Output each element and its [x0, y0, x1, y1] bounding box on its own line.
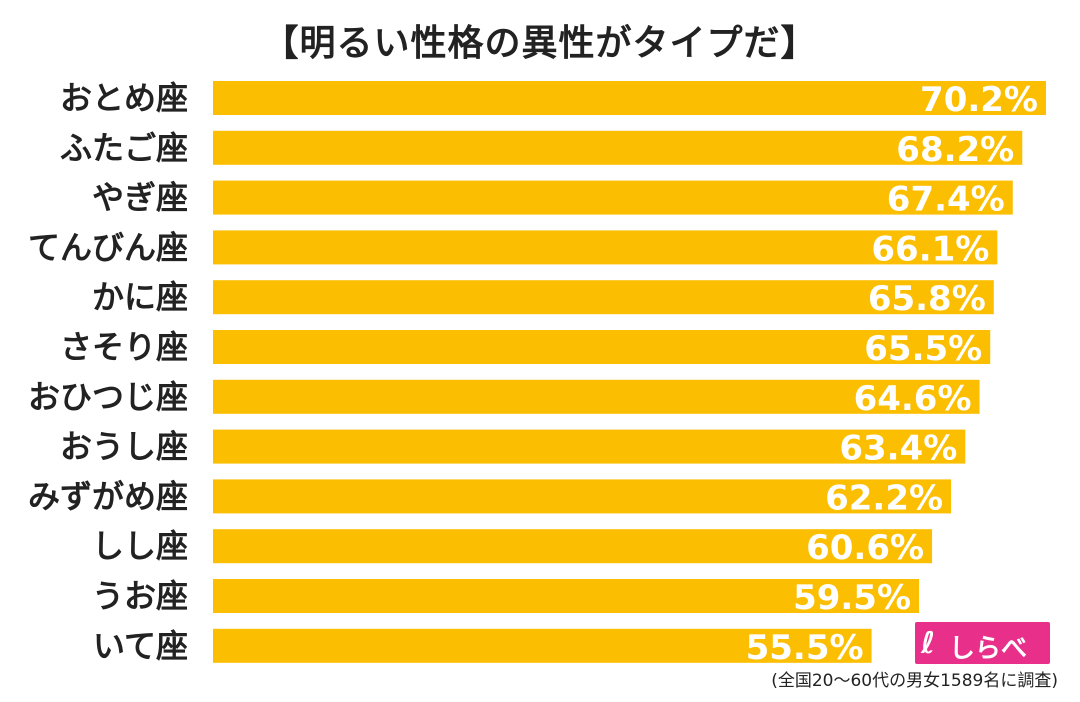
bar — [213, 529, 933, 564]
category-label: おうし座 — [60, 428, 188, 466]
value-label: 55.5% — [746, 628, 864, 668]
category-label: さそり座 — [60, 328, 188, 366]
bar — [213, 180, 1013, 215]
bar — [213, 379, 980, 414]
bar — [213, 81, 1046, 115]
bar — [213, 230, 998, 265]
category-label: ふたご座 — [60, 129, 188, 167]
category-label: てんびん座 — [28, 228, 188, 266]
value-label: 60.6% — [806, 528, 924, 568]
category-label: やぎ座 — [92, 179, 188, 217]
category-label: いて座 — [93, 627, 188, 665]
source-note: (全国20〜60代の男女1589名に調査) — [771, 671, 1058, 691]
brand-logo: ℓ しらべぇ — [915, 622, 1050, 701]
bar — [213, 628, 872, 663]
value-label: 59.5% — [793, 578, 911, 618]
value-label: 66.1% — [871, 229, 989, 269]
category-label: おとめ座 — [60, 79, 188, 117]
category-label: みずがめ座 — [28, 477, 188, 515]
value-label: 63.4% — [839, 429, 957, 469]
value-label: 65.5% — [864, 329, 982, 369]
bar — [213, 429, 966, 464]
category-label: しし座 — [92, 527, 188, 565]
value-label: 70.2% — [920, 80, 1038, 120]
bar — [213, 479, 952, 514]
value-label: 62.2% — [825, 478, 943, 518]
category-label: おひつじ座 — [28, 378, 188, 416]
value-label: 64.6% — [854, 379, 972, 419]
bar — [213, 280, 994, 315]
chart-title: 【明るい性格の異性がタイプだ】 — [262, 23, 818, 64]
category-label: うお座 — [92, 577, 188, 615]
bar — [213, 579, 920, 613]
value-label: 68.2% — [896, 130, 1014, 170]
value-label: 67.4% — [887, 180, 1005, 220]
brand-mark-icon: ℓ — [921, 626, 936, 661]
category-label: かに座 — [92, 278, 188, 316]
value-label: 65.8% — [868, 279, 986, 319]
bar — [213, 330, 991, 364]
bar — [213, 130, 1023, 165]
